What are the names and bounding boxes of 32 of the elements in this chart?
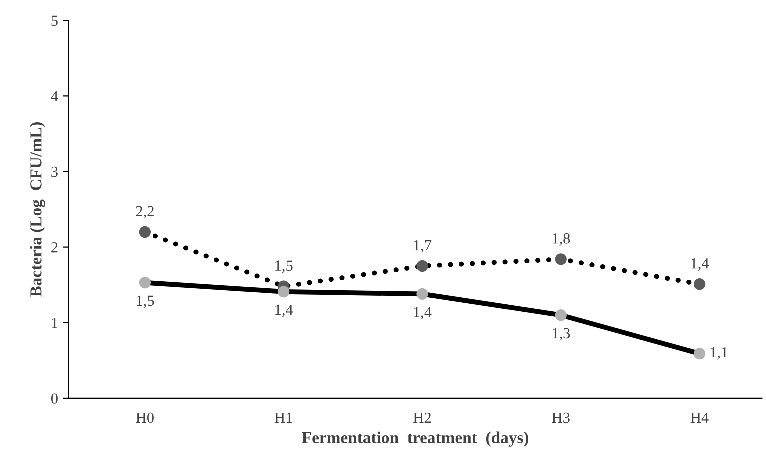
x-axis-title: Fermentation treatment (days) <box>302 432 529 447</box>
point <box>139 277 152 289</box>
y-axis-title: Bacteria (Log CFU/mL) <box>30 122 46 297</box>
annotation: 1,5 <box>136 296 154 308</box>
point <box>694 278 706 290</box>
x-tick-label: H4 <box>690 412 709 423</box>
point <box>416 260 428 272</box>
x-tick-label: H0 <box>136 412 154 424</box>
annotation: 2,2 <box>136 206 154 219</box>
point <box>416 288 428 300</box>
x-tick-label: H2 <box>414 412 431 423</box>
annotation: 1,4 <box>276 304 294 318</box>
y-tick-label: 1 <box>52 318 58 328</box>
y-tick-label: 4 <box>51 91 58 102</box>
point <box>139 226 152 238</box>
annotation: 1,4 <box>692 258 710 271</box>
annotation: 1,3 <box>552 328 570 341</box>
x-tick-label: H3 <box>552 412 570 424</box>
annotation: 1,5 <box>276 260 293 274</box>
point <box>555 254 567 266</box>
point <box>278 286 290 298</box>
point <box>694 348 706 360</box>
x-tick-label: H1 <box>274 412 292 423</box>
annotation: 1,7 <box>414 240 432 253</box>
y-tick-label: 2 <box>52 242 58 253</box>
annotation: 1,4 <box>414 307 432 320</box>
y-tick-label: 3 <box>52 166 58 178</box>
point <box>555 310 567 322</box>
annotation: 1,1 <box>710 347 728 360</box>
y-tick-label: 0 <box>51 394 58 404</box>
annotation: 1,8 <box>552 234 570 246</box>
y-tick-label: 5 <box>52 16 58 26</box>
